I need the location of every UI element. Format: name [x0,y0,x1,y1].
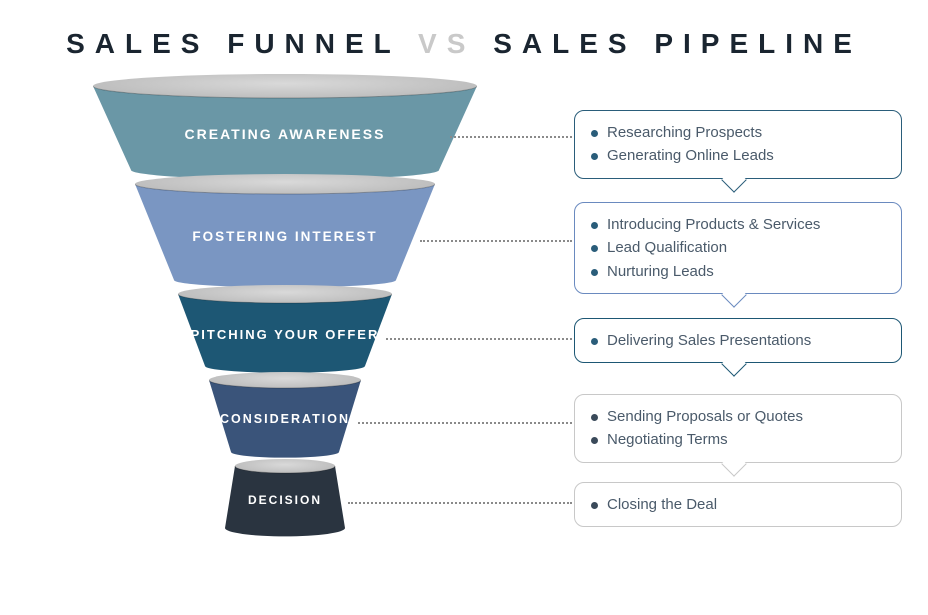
pipeline-callout: Sending Proposals or QuotesNegotiating T… [574,394,902,463]
callout-tail-icon [721,282,746,307]
page-title: SALES FUNNEL VS SALES PIPELINE [0,0,928,60]
diagram-stage: CREATING AWARENESSFOSTERING INTERESTPITC… [0,68,928,608]
funnel-segment [209,372,361,462]
connector-line [420,240,572,242]
pipeline-item: Negotiating Terms [589,428,885,451]
pipeline-callout: Researching ProspectsGenerating Online L… [574,110,902,179]
pipeline-callout: Closing the Deal [574,482,902,527]
pipeline-item: Researching Prospects [589,121,885,144]
connector-line [348,502,572,504]
callout-tail-icon [721,352,746,377]
pipeline-item: Nurturing Leads [589,260,885,283]
pipeline-item: Delivering Sales Presentations [589,329,885,352]
pipeline-item: Closing the Deal [589,493,885,516]
title-right: SALES PIPELINE [493,28,862,59]
title-vs: VS [418,28,475,59]
pipeline-item: Lead Qualification [589,236,885,259]
pipeline-callout: Introducing Products & ServicesLead Qual… [574,202,902,294]
funnel-segment [225,459,345,537]
connector-line [450,136,572,138]
callout-tail-icon [721,167,746,192]
pipeline-item: Generating Online Leads [589,144,885,167]
connector-line [386,338,572,340]
funnel-segment [178,285,392,377]
funnel-segment [135,174,435,292]
title-left: SALES FUNNEL [66,28,400,59]
funnel-segment [93,74,477,184]
pipeline-callout: Delivering Sales Presentations [574,318,902,363]
pipeline-item: Sending Proposals or Quotes [589,405,885,428]
pipeline-item: Introducing Products & Services [589,213,885,236]
callout-tail-icon [721,451,746,476]
connector-line [358,422,572,424]
